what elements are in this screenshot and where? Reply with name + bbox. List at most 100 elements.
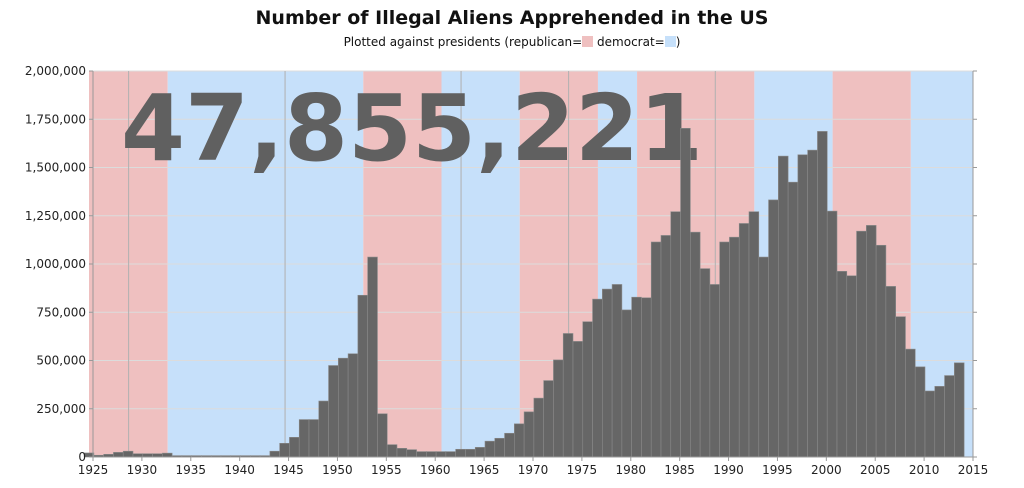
bar-1979 (611, 284, 623, 458)
bar-1953 (357, 294, 368, 458)
x-tick-label: 1965 (469, 463, 500, 477)
subtitle-middle: democrat= (593, 35, 665, 49)
bar-2013 (944, 375, 955, 458)
bar-1971 (533, 397, 544, 458)
y-tick-label: 750,000 (36, 305, 86, 319)
bar-1967 (494, 437, 505, 458)
bar-1964 (465, 448, 476, 458)
bar-1980 (621, 309, 632, 458)
y-tick-label: 2,000,000 (25, 64, 86, 78)
x-tick-label: 1990 (713, 463, 744, 477)
x-tick-label: 2010 (909, 463, 940, 477)
bar-2006 (875, 244, 887, 458)
bar-1997 (787, 181, 799, 458)
subtitle-suffix: ) (675, 35, 681, 49)
x-tick-label: 1985 (664, 463, 695, 477)
x-tick-label: 1970 (518, 463, 549, 477)
bar-1951 (338, 357, 349, 458)
x-tick-label: 2000 (811, 463, 842, 477)
y-tick-label: 500,000 (36, 354, 86, 368)
bar-2011 (924, 390, 936, 458)
bar-1994 (758, 256, 769, 458)
bar-1977 (592, 298, 603, 458)
bar-1984 (660, 235, 672, 458)
bar-1993 (748, 211, 760, 458)
bar-2002 (836, 271, 848, 458)
y-tick-label: 1,750,000 (25, 112, 86, 126)
bar-1969 (514, 423, 525, 458)
x-tick-label: 2015 (958, 463, 989, 477)
bar-2009 (905, 348, 916, 458)
bar-1961 (435, 451, 447, 458)
chart-title: Number of Illegal Aliens Apprehended in … (255, 7, 769, 29)
x-tick-label: 1955 (371, 463, 402, 477)
y-tick-label: 0 (78, 450, 86, 464)
x-tick-label: 1960 (420, 463, 451, 477)
bar-1990 (719, 241, 730, 458)
bar-2003 (846, 275, 857, 458)
x-tick-label: 1930 (127, 463, 158, 477)
bar-1983 (650, 241, 662, 458)
bar-2001 (826, 210, 838, 458)
bar-1996 (778, 155, 789, 458)
bar-1981 (631, 296, 642, 458)
bar-1959 (416, 451, 427, 458)
bar-1947 (298, 419, 310, 458)
bar-1958 (406, 449, 417, 458)
bar-1989 (709, 284, 720, 458)
y-tick-label: 1,000,000 (25, 257, 86, 271)
bar-1966 (484, 440, 496, 458)
x-tick-label: 1925 (78, 463, 109, 477)
bar-1962 (445, 451, 456, 458)
bar-1998 (797, 154, 808, 458)
bar-1999 (807, 149, 818, 458)
x-tick-label: 1980 (616, 463, 647, 477)
bar-1995 (768, 199, 779, 458)
bar-1991 (729, 236, 740, 458)
x-tick-label: 1975 (567, 463, 598, 477)
bar-1974 (562, 333, 574, 458)
x-tick-label: 1935 (176, 463, 207, 477)
subtitle-prefix: Plotted against presidents (republican= (343, 35, 583, 49)
bar-1985 (670, 211, 681, 458)
chart-subtitle: Plotted against presidents (republican= … (0, 35, 1024, 49)
bar-1986 (680, 128, 691, 458)
x-tick-label: 1945 (273, 463, 304, 477)
bar-1933 (162, 452, 173, 458)
x-tick-label: 1940 (224, 463, 255, 477)
bar-2014 (954, 362, 965, 458)
total-annotation: 47,855,221 (121, 75, 703, 182)
legend-swatch-republican (582, 36, 594, 47)
bar-1945 (279, 442, 290, 458)
bar-1968 (504, 432, 515, 458)
bar-1957 (396, 448, 408, 458)
x-tick-label: 1995 (762, 463, 793, 477)
bar-2007 (885, 286, 896, 458)
bar-1955 (377, 413, 388, 458)
bar-1954 (367, 256, 378, 458)
bar-1950 (328, 365, 339, 458)
legend-swatch-democrat (664, 36, 676, 47)
y-tick-label: 1,250,000 (25, 209, 86, 223)
bar-2012 (934, 386, 945, 458)
bar-1975 (572, 341, 584, 458)
bar-1976 (582, 321, 593, 458)
bar-1987 (690, 231, 701, 458)
y-tick-label: 250,000 (36, 402, 86, 416)
x-tick-label: 1950 (322, 463, 353, 477)
bar-1973 (553, 359, 564, 458)
bar-1928 (113, 452, 124, 458)
bar-1956 (386, 444, 398, 458)
bar-1978 (602, 288, 613, 458)
y-tick-label: 1,500,000 (25, 161, 86, 175)
bar-2004 (856, 230, 867, 458)
bar-1963 (455, 448, 466, 458)
bar-1929 (122, 450, 134, 458)
bar-1972 (543, 380, 554, 458)
bar-2000 (817, 131, 828, 458)
bar-1970 (523, 411, 535, 458)
bar-1982 (641, 297, 652, 458)
bar-2008 (895, 316, 906, 458)
bar-1960 (426, 451, 437, 458)
